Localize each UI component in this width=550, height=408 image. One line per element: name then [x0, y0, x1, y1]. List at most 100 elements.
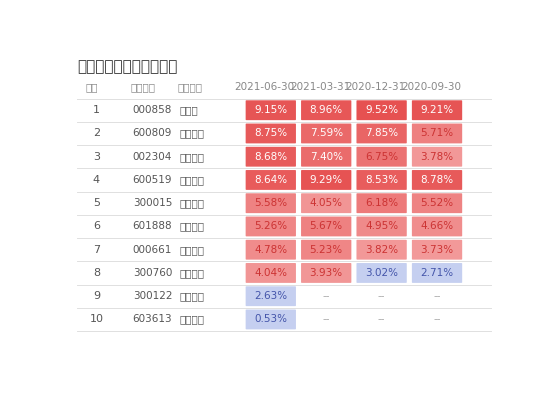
Text: 2020-12-31: 2020-12-31: [345, 82, 405, 92]
Text: 600519: 600519: [133, 175, 172, 185]
Text: 8.78%: 8.78%: [420, 175, 454, 185]
Text: 4.66%: 4.66%: [420, 222, 454, 231]
Text: 5.71%: 5.71%: [420, 129, 454, 138]
Text: --: --: [433, 315, 441, 324]
Text: 3.93%: 3.93%: [310, 268, 343, 278]
Text: 5.23%: 5.23%: [310, 245, 343, 255]
FancyBboxPatch shape: [412, 240, 462, 259]
Text: --: --: [378, 315, 386, 324]
Text: 600809: 600809: [133, 129, 172, 138]
Text: 9.15%: 9.15%: [254, 105, 287, 115]
Text: 股票代码: 股票代码: [130, 82, 156, 92]
FancyBboxPatch shape: [356, 170, 407, 190]
Text: 3: 3: [93, 152, 100, 162]
Text: 4: 4: [93, 175, 100, 185]
Text: 长春高新: 长春高新: [179, 245, 205, 255]
Text: 股票名称: 股票名称: [178, 82, 202, 92]
Text: 8: 8: [93, 268, 100, 278]
Text: --: --: [322, 291, 330, 301]
FancyBboxPatch shape: [246, 193, 296, 213]
FancyBboxPatch shape: [301, 217, 351, 236]
Text: 10: 10: [90, 315, 103, 324]
Text: 前十大重仓股票权重变化: 前十大重仓股票权重变化: [77, 59, 178, 74]
Text: 1: 1: [93, 105, 100, 115]
Text: 中国中免: 中国中免: [179, 222, 205, 231]
FancyBboxPatch shape: [301, 263, 351, 283]
FancyBboxPatch shape: [246, 286, 296, 306]
Text: 5: 5: [93, 198, 100, 208]
FancyBboxPatch shape: [356, 217, 407, 236]
Text: 9.29%: 9.29%: [310, 175, 343, 185]
Text: --: --: [378, 291, 386, 301]
Text: 0.53%: 0.53%: [254, 315, 287, 324]
FancyBboxPatch shape: [301, 193, 351, 213]
Text: 5.58%: 5.58%: [254, 198, 287, 208]
FancyBboxPatch shape: [356, 147, 407, 166]
Text: 5.26%: 5.26%: [254, 222, 287, 231]
FancyBboxPatch shape: [246, 147, 296, 166]
Text: 智飞生物: 智飞生物: [179, 291, 205, 301]
FancyBboxPatch shape: [246, 240, 296, 259]
FancyBboxPatch shape: [412, 170, 462, 190]
Text: 8.68%: 8.68%: [254, 152, 287, 162]
Text: 7: 7: [93, 245, 100, 255]
Text: --: --: [322, 315, 330, 324]
Text: 601888: 601888: [133, 222, 172, 231]
FancyBboxPatch shape: [301, 170, 351, 190]
Text: 5.67%: 5.67%: [310, 222, 343, 231]
Text: 002304: 002304: [133, 152, 172, 162]
Text: 洋河股份: 洋河股份: [179, 152, 205, 162]
FancyBboxPatch shape: [356, 100, 407, 120]
Text: 8.53%: 8.53%: [365, 175, 398, 185]
FancyBboxPatch shape: [412, 124, 462, 143]
Text: 2020-09-30: 2020-09-30: [401, 82, 461, 92]
FancyBboxPatch shape: [412, 147, 462, 166]
Text: 6.75%: 6.75%: [365, 152, 398, 162]
Text: 3.02%: 3.02%: [365, 268, 398, 278]
Text: 2021-06-30: 2021-06-30: [234, 82, 295, 92]
Text: 000858: 000858: [133, 105, 172, 115]
FancyBboxPatch shape: [412, 263, 462, 283]
Text: 2021-03-31: 2021-03-31: [290, 82, 350, 92]
FancyBboxPatch shape: [246, 170, 296, 190]
Text: 7.59%: 7.59%: [310, 129, 343, 138]
Text: 序号: 序号: [86, 82, 98, 92]
FancyBboxPatch shape: [356, 124, 407, 143]
Text: 7.85%: 7.85%: [365, 129, 398, 138]
Text: 3.73%: 3.73%: [420, 245, 454, 255]
Text: 贵州茅台: 贵州茅台: [179, 175, 205, 185]
Text: 603613: 603613: [133, 315, 172, 324]
Text: 4.04%: 4.04%: [254, 268, 287, 278]
Text: 6: 6: [93, 222, 100, 231]
Text: 4.78%: 4.78%: [254, 245, 287, 255]
Text: 2.71%: 2.71%: [420, 268, 454, 278]
Text: 迈瑞医疗: 迈瑞医疗: [179, 268, 205, 278]
Text: 3.78%: 3.78%: [420, 152, 454, 162]
Text: 9.52%: 9.52%: [365, 105, 398, 115]
Text: 6.18%: 6.18%: [365, 198, 398, 208]
FancyBboxPatch shape: [246, 100, 296, 120]
Text: 2.63%: 2.63%: [254, 291, 287, 301]
Text: 000661: 000661: [133, 245, 172, 255]
FancyBboxPatch shape: [412, 193, 462, 213]
Text: 国联股份: 国联股份: [179, 315, 205, 324]
FancyBboxPatch shape: [412, 100, 462, 120]
Text: 9: 9: [93, 291, 100, 301]
FancyBboxPatch shape: [246, 263, 296, 283]
FancyBboxPatch shape: [301, 124, 351, 143]
Text: --: --: [433, 291, 441, 301]
Text: 9.21%: 9.21%: [420, 105, 454, 115]
Text: 300015: 300015: [133, 198, 172, 208]
Text: 8.64%: 8.64%: [254, 175, 287, 185]
Text: 4.95%: 4.95%: [365, 222, 398, 231]
Text: 爱尔眼科: 爱尔眼科: [179, 198, 205, 208]
Text: 300760: 300760: [133, 268, 172, 278]
Text: 8.96%: 8.96%: [310, 105, 343, 115]
Text: 2: 2: [93, 129, 100, 138]
Text: 5.52%: 5.52%: [420, 198, 454, 208]
FancyBboxPatch shape: [301, 147, 351, 166]
FancyBboxPatch shape: [246, 124, 296, 143]
FancyBboxPatch shape: [301, 100, 351, 120]
Text: 3.82%: 3.82%: [365, 245, 398, 255]
FancyBboxPatch shape: [246, 310, 296, 329]
